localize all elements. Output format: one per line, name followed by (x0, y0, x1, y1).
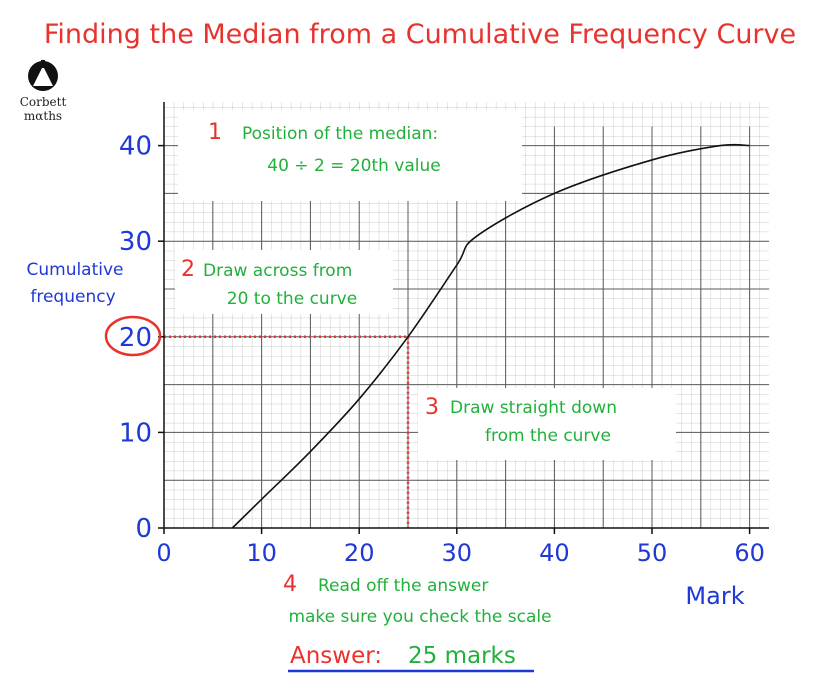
step3-line1: Draw straight down (450, 398, 617, 418)
step2-line2: 20 to the curve (227, 289, 357, 309)
step3-box (418, 388, 676, 460)
cumulative-frequency-curve (231, 143, 750, 529)
y-tick-label: 0 (135, 514, 152, 544)
median-ytick-highlight (104, 315, 162, 357)
logo-text-line2: mαths (24, 109, 62, 123)
step3-line2: from the curve (485, 426, 611, 446)
x-tick-label: 30 (442, 539, 473, 567)
answer-label: Answer: (290, 643, 382, 669)
step1-number: 1 (208, 120, 222, 145)
y-tick-label: 40 (119, 132, 152, 162)
step2-number: 2 (181, 257, 195, 282)
step3-number: 3 (425, 395, 439, 420)
y-axis-label-line2: frequency (30, 287, 115, 307)
step2-line1: Draw across from (203, 261, 352, 281)
corbettmaths-logo-icon (28, 60, 58, 91)
x-tick-label: 10 (246, 539, 277, 567)
y-tick-label: 20 (119, 323, 152, 353)
step1-line2: 40 ÷ 2 = 20th value (267, 156, 440, 176)
axis-ticks: 0 10 20 30 40 50 60 0 10 20 30 40 (119, 132, 765, 567)
x-tick-label: 60 (734, 539, 765, 567)
y-tick-label: 10 (119, 418, 152, 448)
x-tick-label: 40 (539, 539, 570, 567)
chart-title: Finding the Median from a Cumulative Fre… (44, 19, 796, 50)
answer-value: 25 marks (408, 643, 516, 669)
step4-line1: Read off the answer (318, 576, 488, 596)
x-axis-label: Mark (685, 582, 744, 610)
y-tick-label: 30 (119, 227, 152, 257)
step2-box (175, 250, 393, 314)
step1-box (178, 110, 522, 201)
x-tick-label: 50 (637, 539, 668, 567)
step1-line1: Position of the median: (242, 124, 438, 144)
logo-text-line1: Corbett (20, 95, 67, 109)
x-tick-label: 0 (156, 539, 171, 567)
y-axis-label-line1: Cumulative (26, 260, 123, 280)
median-guide-lines (164, 335, 410, 528)
x-tick-label: 20 (344, 539, 375, 567)
step4-line2: make sure you check the scale (288, 607, 551, 627)
step4-number: 4 (283, 572, 297, 597)
